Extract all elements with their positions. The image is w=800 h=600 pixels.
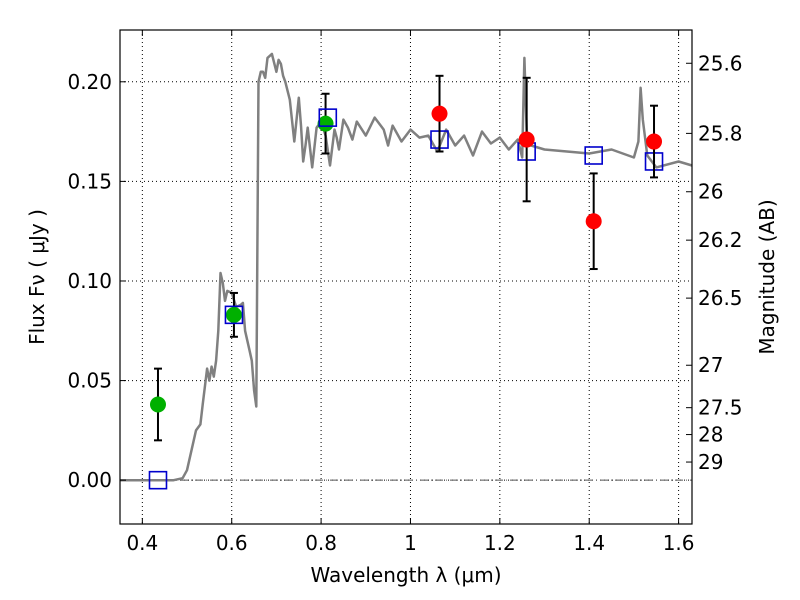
data-point-green [225,306,242,323]
plot-frame [119,29,693,525]
x-tick-label: 1.2 [484,531,516,555]
y-axis-title: Flux Fν ( μJy ) [25,209,49,345]
x-tick-label: 1 [404,531,417,555]
ticks: 0.4 0.6 0.8 1 1.2 1.4 1.6 0.00 0.05 0.10 0.15 0.20 2… [67,30,743,555]
data-point-green [149,396,166,413]
y-tick-label: 0.15 [67,169,112,193]
data-point-red [518,131,535,148]
data-point-green [317,115,334,132]
y-tick-label: 0.05 [67,369,112,393]
model-square-point [584,146,603,165]
y2-tick-label: 26.2 [698,228,743,252]
x-tick-label: 0.6 [216,531,248,555]
model-square-point [148,470,168,490]
data-point-red [585,213,602,230]
y2-axis-title: Magnitude (AB) [755,199,779,354]
x-axis-title: Wavelength λ (μm) [310,563,501,587]
x-tick-label: 0.8 [305,531,337,555]
y2-tick-label: 26 [698,180,723,204]
y2-tick-label: 28 [698,423,723,447]
model-square-point [318,108,338,127]
y2-tick-label: 25.6 [698,51,743,75]
y-tick-label: 0.00 [67,468,112,492]
y2-tick-label: 27.5 [698,396,743,420]
model-square-point [224,305,244,325]
y2-tick-label: 27 [698,353,723,377]
data-point-red [646,133,663,150]
x-tick-label: 1.6 [663,531,695,555]
y-tick-label: 0.10 [67,269,112,293]
y2-tick-label: 29 [698,450,723,474]
y2-tick-label: 26.5 [698,286,743,310]
data-point-red [431,105,448,122]
series-layer [120,52,693,490]
x-tick-label: 0.4 [126,531,158,555]
y2-tick-label: 25.8 [698,121,743,145]
x-tick-label: 1.4 [573,531,605,555]
y-tick-label: 0.20 [67,70,112,94]
